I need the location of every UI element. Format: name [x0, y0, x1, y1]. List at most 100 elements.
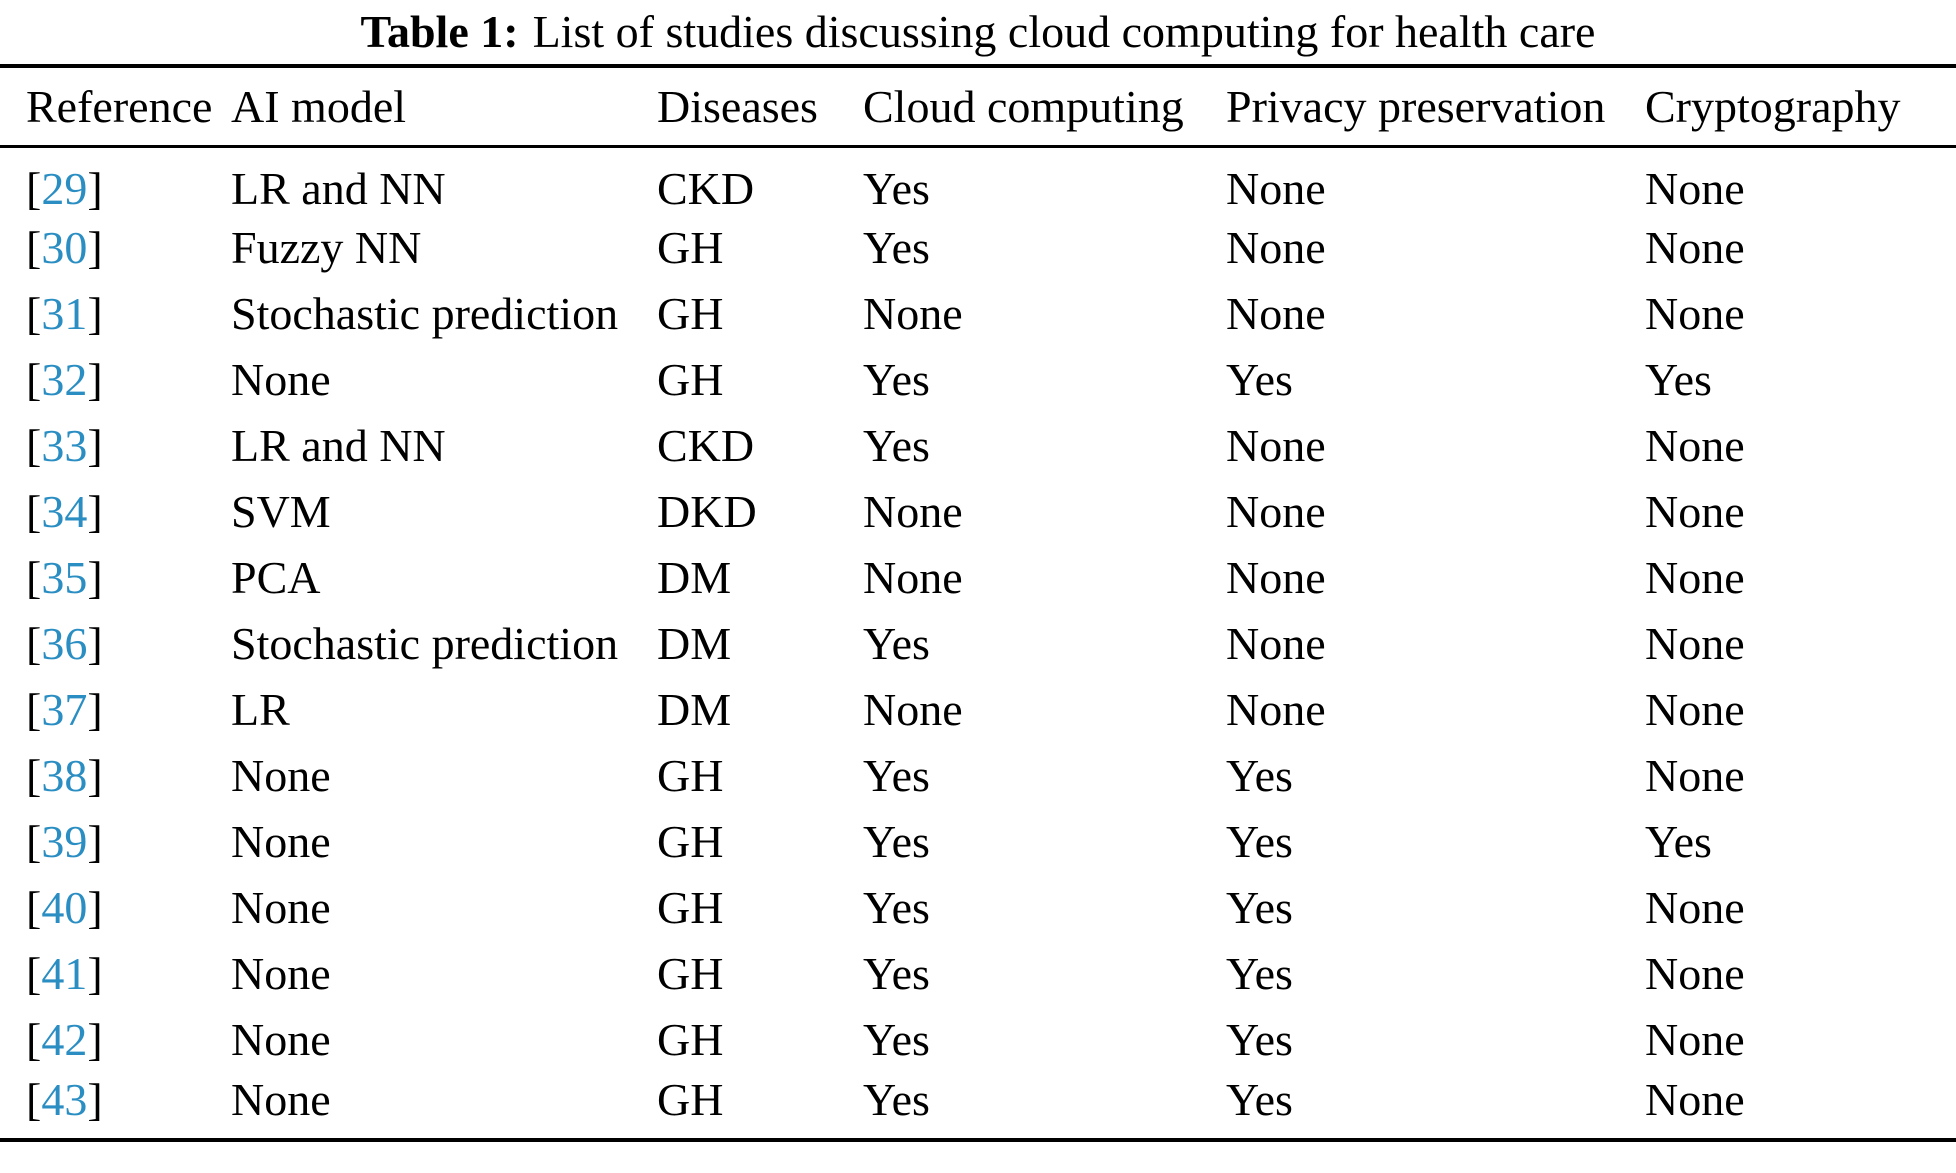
citation-bracket-close: ] — [87, 486, 103, 537]
citation-bracket-close: ] — [87, 354, 103, 405]
citation-bracket-close: ] — [87, 222, 103, 273]
citation-link[interactable]: 38 — [41, 750, 88, 801]
citation-link[interactable]: 43 — [41, 1073, 88, 1125]
citation-bracket-close: ] — [87, 420, 103, 471]
citation-link[interactable]: 39 — [41, 816, 88, 867]
privacy-preservation-cell: Yes — [1226, 1014, 1293, 1065]
citation-link[interactable]: 40 — [41, 882, 88, 933]
diseases-cell: DM — [657, 552, 732, 603]
privacy-preservation-cell: Yes — [1226, 750, 1293, 801]
privacy-preservation-cell: None — [1226, 552, 1326, 603]
citation-link[interactable]: 32 — [41, 354, 88, 405]
cryptography-cell: None — [1645, 750, 1745, 801]
ai-model-cell: Stochastic prediction — [231, 618, 619, 669]
privacy-preservation-cell: Yes — [1226, 816, 1293, 867]
citation-link[interactable]: 34 — [41, 486, 88, 537]
reference-cell: [31] — [0, 281, 231, 347]
citation-bracket-open: [ — [26, 882, 42, 933]
table-row: [32] None GH Yes Yes Yes — [0, 347, 1956, 413]
citation-bracket-open: [ — [26, 162, 42, 214]
cloud-computing-cell: Yes — [863, 162, 930, 214]
diseases-cell: GH — [657, 948, 724, 999]
citation-link[interactable]: 36 — [41, 618, 88, 669]
cloud-computing-cell: Yes — [863, 420, 930, 471]
table-row: [37] LR DM None None None — [0, 677, 1956, 743]
table-row: [40] None GH Yes Yes None — [0, 875, 1956, 941]
citation-bracket-open: [ — [26, 1014, 42, 1065]
citation-bracket-close: ] — [87, 1073, 103, 1125]
diseases-cell: GH — [657, 222, 724, 273]
reference-cell: [42] — [0, 1007, 231, 1073]
reference-cell: [39] — [0, 809, 231, 875]
ai-model-cell: None — [231, 354, 331, 405]
citation-link[interactable]: 33 — [41, 420, 88, 471]
citation-bracket-open: [ — [26, 618, 42, 669]
diseases-cell: GH — [657, 288, 724, 339]
reference-cell: [36] — [0, 611, 231, 677]
citation-link[interactable]: 37 — [41, 684, 88, 735]
cloud-computing-cell: None — [863, 486, 963, 537]
table-row: [29] LR and NN CKD Yes None None — [0, 146, 1956, 215]
diseases-cell: DM — [657, 618, 732, 669]
table-row: [31] Stochastic prediction GH None None None — [0, 281, 1956, 347]
citation-bracket-open: [ — [26, 222, 42, 273]
privacy-preservation-cell: None — [1226, 222, 1326, 273]
table-caption-label: Table 1: — [360, 6, 519, 57]
citation-link[interactable]: 31 — [41, 288, 88, 339]
ai-model-cell: None — [231, 882, 331, 933]
cloud-computing-cell: Yes — [863, 618, 930, 669]
diseases-cell: GH — [657, 354, 724, 405]
citation-bracket-close: ] — [87, 948, 103, 999]
privacy-preservation-cell: Yes — [1226, 948, 1293, 999]
studies-table: Reference AI model Diseases Cloud computing… — [0, 64, 1956, 1142]
cloud-computing-cell: Yes — [863, 1073, 930, 1125]
diseases-cell: GH — [657, 750, 724, 801]
diseases-cell: CKD — [657, 162, 755, 214]
citation-bracket-open: [ — [26, 486, 42, 537]
citation-bracket-open: [ — [26, 288, 42, 339]
reference-cell: [34] — [0, 479, 231, 545]
column-header-cryptography: Cryptography — [1645, 80, 1901, 132]
cryptography-cell: None — [1645, 1073, 1745, 1125]
citation-bracket-close: ] — [87, 816, 103, 867]
citation-link[interactable]: 29 — [41, 162, 88, 214]
citation-link[interactable]: 35 — [41, 552, 88, 603]
privacy-preservation-cell: None — [1226, 486, 1326, 537]
ai-model-cell: Stochastic prediction — [231, 288, 619, 339]
cryptography-cell: None — [1645, 162, 1745, 214]
cryptography-cell: None — [1645, 552, 1745, 603]
cloud-computing-cell: Yes — [863, 1014, 930, 1065]
reference-cell: [32] — [0, 347, 231, 413]
cryptography-cell: None — [1645, 1014, 1745, 1065]
diseases-cell: GH — [657, 816, 724, 867]
ai-model-cell: LR and NN — [231, 420, 446, 471]
cloud-computing-cell: None — [863, 288, 963, 339]
privacy-preservation-cell: None — [1226, 420, 1326, 471]
table-row: [33] LR and NN CKD Yes None None — [0, 413, 1956, 479]
table-row: [39] None GH Yes Yes Yes — [0, 809, 1956, 875]
citation-bracket-close: ] — [87, 684, 103, 735]
citation-link[interactable]: 41 — [41, 948, 88, 999]
privacy-preservation-cell: None — [1226, 162, 1326, 214]
citation-bracket-open: [ — [26, 684, 42, 735]
citation-bracket-close: ] — [87, 618, 103, 669]
cryptography-cell: None — [1645, 486, 1745, 537]
ai-model-cell: None — [231, 750, 331, 801]
cloud-computing-cell: None — [863, 684, 963, 735]
cryptography-cell: Yes — [1645, 816, 1712, 867]
cloud-computing-cell: Yes — [863, 948, 930, 999]
privacy-preservation-cell: Yes — [1226, 354, 1293, 405]
ai-model-cell: None — [231, 948, 331, 999]
reference-cell: [33] — [0, 413, 231, 479]
citation-link[interactable]: 42 — [41, 1014, 88, 1065]
column-header-reference: Reference — [26, 80, 213, 132]
cloud-computing-cell: Yes — [863, 354, 930, 405]
reference-cell: [30] — [0, 215, 231, 281]
ai-model-cell: LR and NN — [231, 162, 446, 214]
citation-bracket-close: ] — [87, 1014, 103, 1065]
citation-bracket-open: [ — [26, 750, 42, 801]
citation-link[interactable]: 30 — [41, 222, 88, 273]
reference-cell: [43] — [0, 1073, 231, 1140]
citation-bracket-open: [ — [26, 420, 42, 471]
table-row: [42] None GH Yes Yes None — [0, 1007, 1956, 1073]
